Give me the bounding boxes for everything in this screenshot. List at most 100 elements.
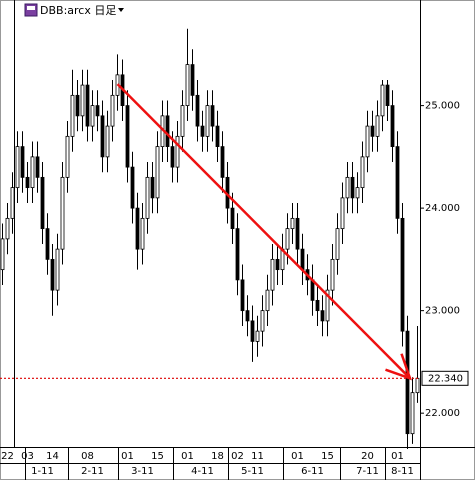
candle-body [250,320,255,342]
candle-body [175,135,180,168]
trendline [116,83,411,380]
x-tick-label: 15 [321,451,334,462]
x-tick-label: 01 [181,451,194,462]
candle-body [105,125,110,158]
x-tick-label: 14 [46,451,59,462]
y-tick-label: 23.000 [425,306,460,317]
x-tick-label: 18 [211,451,224,462]
candle-body [275,258,280,271]
candle-body [95,105,100,117]
candle-body [285,228,290,250]
candle-body [90,105,95,127]
candle-body [80,84,85,117]
x-month-label: 5-11 [241,466,264,477]
candle-body [110,94,115,127]
candle-body [180,105,185,137]
candle-body [340,197,345,230]
current-price-box [421,370,469,386]
candle-body [330,258,335,291]
candle-body [5,217,10,240]
candle-body [65,135,70,178]
x-tick-label: 02 [231,451,244,462]
x-month-label: 4-11 [191,466,214,477]
candle-body [165,115,170,148]
candle-body [370,125,375,137]
candle-body [265,289,270,312]
candle-body [380,84,385,117]
candle-body [235,228,240,281]
candle-body [170,146,175,168]
x-month-label: 3-11 [131,466,154,477]
candle-body [15,146,20,189]
x-tick-label: 08 [81,451,94,462]
candle-body [345,176,350,199]
candle-body [100,115,105,158]
candle-body [385,84,390,106]
candle-body [395,146,400,219]
dropdown-arrow[interactable] [118,8,124,12]
candle-body [220,146,225,178]
x-tick-label: 01 [291,451,304,462]
chart-title: DBB:arcx 日足 [40,4,116,17]
y-tick-label: 24.000 [425,203,460,214]
candle-body [410,392,415,435]
x-month-label: 2-11 [81,466,104,477]
candle-body [195,94,200,127]
candle-body [390,105,395,148]
candle-body [150,176,155,199]
candle-body [190,64,195,96]
candle-body [210,105,215,127]
candle-body [45,228,50,260]
candle-body [35,156,40,178]
candle-body [125,105,130,168]
candle-body [325,289,330,322]
candle-body [315,299,320,312]
candle-body [365,125,370,158]
current-price-label: 22.340 [428,373,463,384]
candle-body [0,238,5,271]
candle-body [60,176,65,250]
candle-body [300,248,305,271]
candle-body [185,64,190,106]
x-month-label: 6-11 [301,466,324,477]
x-tick-label: 11 [251,451,264,462]
x-month-label: 1-11 [31,466,54,477]
candle-body [135,207,140,250]
x-tick-label: 03 [21,451,34,462]
candle-body [350,176,355,199]
candle-body [355,187,360,199]
x-tick-label: 01 [121,451,134,462]
candle-body [405,330,410,435]
trendline-arrowhead [385,353,413,381]
x-tick-label: 01 [391,451,404,462]
candle-body [240,279,245,312]
candle-body [400,217,405,332]
x-tick-label: 20 [361,451,374,462]
candle-body [155,146,160,199]
candle-body [295,217,300,250]
candle-body [260,310,265,332]
candle-body [55,248,60,291]
candle-body [415,377,420,394]
candle-body [30,156,35,189]
candle-body [215,125,220,148]
candle-body [10,187,15,219]
candle-body [360,156,365,189]
x-tick-label: 22 [1,451,14,462]
candle-body [335,228,340,260]
candle-body [200,125,205,137]
y-tick-label: 25.000 [425,101,460,112]
candle-body [270,258,275,291]
candle-body [20,146,25,178]
candle-body [70,94,75,137]
candle-body [40,176,45,230]
candle-body [320,310,325,322]
candle-body [230,207,235,230]
candle-body [140,217,145,250]
candle-body [205,105,210,137]
y-tick-label: 22.000 [425,408,460,419]
x-month-label: 7-11 [356,466,379,477]
candle-body [375,115,380,137]
candle-body [50,258,55,291]
